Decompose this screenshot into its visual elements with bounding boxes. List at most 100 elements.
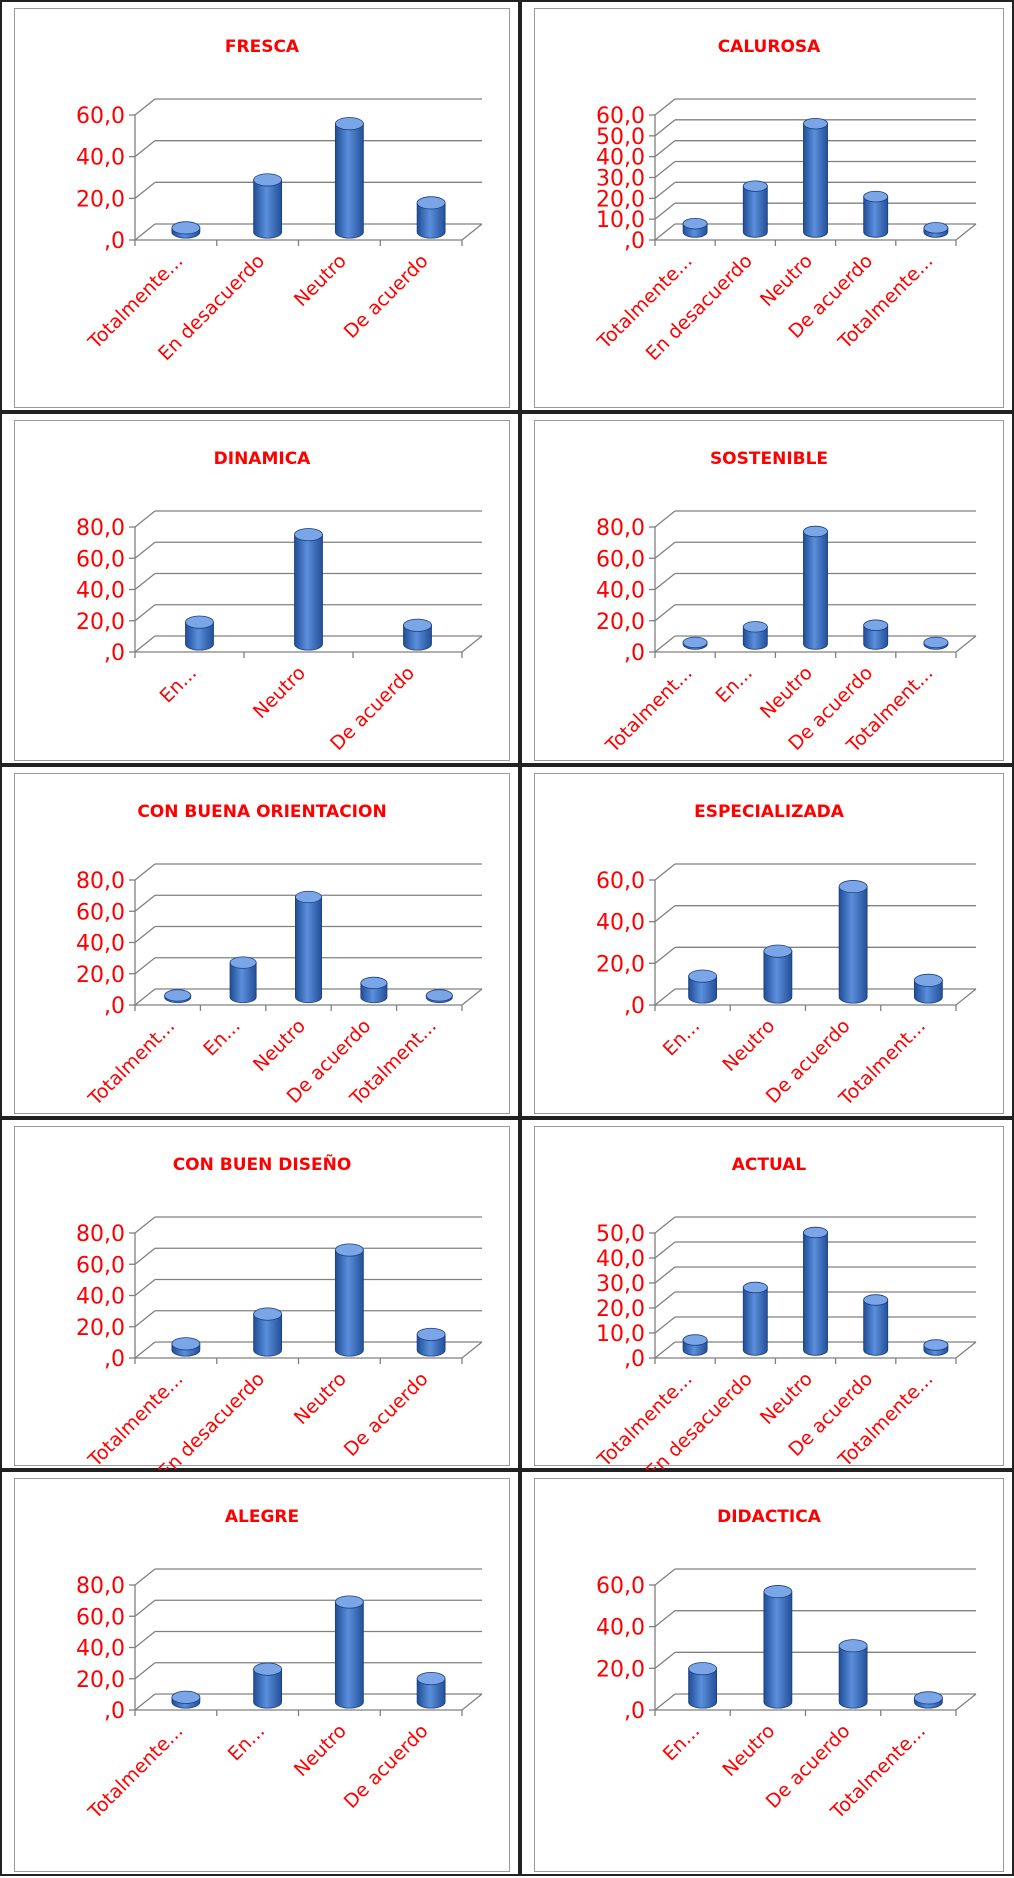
gridline-side — [654, 1291, 676, 1309]
chart-frame — [534, 773, 1004, 1114]
gridline-side — [654, 1216, 676, 1234]
y-tick-label: 30,0 — [596, 167, 645, 192]
gridline-side — [134, 1568, 156, 1586]
chart-cell-4: SOSTENIBLE 80,0 60,0 40,0 20,0 ,0 Totalment...… — [520, 412, 1014, 765]
chart-frame — [14, 1478, 510, 1872]
bar — [229, 956, 257, 1004]
y-tick-label: ,0 — [624, 641, 645, 666]
gridline-side — [134, 223, 156, 241]
bar-chart: CALUROSA60,050,040,030,020,010,0,0Totalm… — [593, 37, 977, 365]
x-tick-label: Totalment... — [84, 1015, 180, 1111]
gridline-side — [134, 98, 156, 116]
gridline-side — [654, 181, 676, 199]
x-tick-label: Totalment... — [601, 662, 697, 758]
gridline-side — [654, 572, 676, 591]
y-tick-label: 20,0 — [76, 963, 125, 988]
gridline-side — [654, 119, 676, 137]
gridline-side — [654, 160, 676, 179]
chart-title: CON BUENA ORIENTACION — [137, 802, 386, 822]
y-tick-label: ,0 — [104, 641, 125, 666]
x-tick-label: En... — [711, 662, 756, 707]
y-tick-label: 40,0 — [76, 579, 125, 604]
gridline-side — [134, 635, 156, 653]
x-tick-label: Neutro — [756, 662, 817, 723]
gridline-side — [134, 925, 156, 944]
x-tick-label: Neutro — [290, 1368, 351, 1429]
gridline-side — [134, 572, 156, 591]
y-tick-label: 60,0 — [596, 547, 645, 572]
bar — [688, 1662, 718, 1709]
chart-frame — [14, 1126, 510, 1466]
y-tick-label: 40,0 — [596, 911, 645, 936]
y-tick-label: 40,0 — [596, 1616, 645, 1641]
y-tick-label: 50,0 — [596, 125, 645, 150]
y-tick-label: 30,0 — [596, 1272, 645, 1297]
chart-frame — [14, 420, 510, 761]
y-tick-label: ,0 — [104, 994, 125, 1019]
y-tick-label: ,0 — [624, 1347, 645, 1372]
bar — [171, 221, 201, 239]
bar — [913, 973, 943, 1004]
chart-frame — [14, 773, 510, 1114]
bar — [682, 636, 708, 650]
bar — [416, 1672, 446, 1709]
bar — [838, 880, 868, 1004]
gridline-side — [654, 1266, 676, 1284]
bar — [688, 969, 718, 1004]
y-tick-label: 50,0 — [596, 1222, 645, 1247]
x-tick-label: En... — [224, 1720, 269, 1765]
chart-frame — [534, 8, 1004, 408]
chart-frame — [534, 1126, 1004, 1466]
x-tick-label: Neutro — [756, 250, 817, 311]
bar — [803, 117, 828, 238]
bar — [923, 636, 949, 650]
y-tick-label: 60,0 — [76, 900, 125, 925]
bar — [763, 944, 793, 1004]
gridline-side — [654, 946, 676, 964]
bar — [742, 1281, 768, 1356]
x-tick-label: De acuerdo — [340, 1720, 433, 1813]
bar — [334, 117, 364, 239]
gridline-side — [654, 1568, 676, 1586]
y-tick-label: 20,0 — [596, 187, 645, 212]
x-tick-label: En... — [659, 1015, 704, 1060]
y-tick-label: 80,0 — [596, 516, 645, 541]
gridline-side — [134, 1310, 156, 1328]
chart-title: SOSTENIBLE — [710, 449, 828, 469]
y-tick-label: ,0 — [104, 1699, 125, 1724]
chart-title: DINAMICA — [214, 449, 312, 469]
gridline-side — [654, 988, 676, 1006]
y-tick-label: 60,0 — [596, 104, 645, 129]
chart-title: DIDACTICA — [717, 1507, 822, 1527]
gridline-side — [134, 181, 156, 199]
y-tick-label: ,0 — [624, 994, 645, 1019]
bar — [416, 1327, 446, 1357]
x-tick-label: En desacuerdo — [642, 250, 757, 365]
y-tick-label: 40,0 — [596, 146, 645, 171]
chart-cell-7: CON BUEN DISEÑO 80,0 60,0 40,0 20,0,0 Totalme… — [0, 1118, 520, 1472]
y-tick-label: 40,0 — [76, 1285, 125, 1310]
x-tick-label: De acuerdo — [340, 250, 433, 343]
y-tick-label: ,0 — [624, 1699, 645, 1724]
gridline-side — [654, 905, 676, 923]
gridline-side — [134, 863, 156, 881]
bar — [863, 190, 889, 238]
y-tick-label: 20,0 — [596, 1657, 645, 1682]
gridline-side — [134, 510, 156, 528]
y-tick-label: ,0 — [104, 1347, 125, 1372]
chart-cell-3: DINAMICA 80,0 60,0 40,0 20,0 ,0 En... Neutro De … — [0, 412, 520, 765]
y-tick-label: 60,0 — [76, 547, 125, 572]
chart-frame — [14, 8, 510, 408]
bar — [360, 976, 388, 1004]
y-tick-label: 40,0 — [76, 932, 125, 957]
y-tick-label: 20,0 — [596, 610, 645, 635]
gridline-side — [654, 1241, 676, 1259]
chart-title: ESPECIALIZADA — [694, 802, 845, 822]
bar — [803, 525, 828, 650]
x-tick-label: De acuerdo — [340, 1368, 433, 1461]
gridline-side — [134, 1278, 156, 1297]
bar — [334, 1595, 364, 1709]
bar — [295, 890, 322, 1004]
